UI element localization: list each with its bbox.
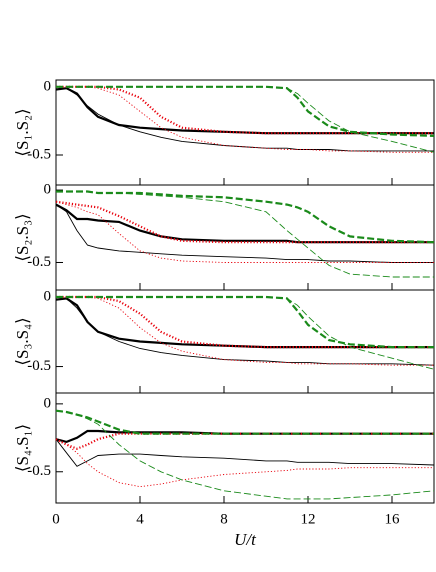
plot-frame (55, 392, 435, 504)
series-line (55, 200, 434, 244)
series-line (55, 410, 435, 500)
y-tick-label: -0.5 (27, 358, 51, 374)
series-line (55, 201, 434, 263)
series-line (55, 438, 434, 488)
x-tick-label: 4 (136, 511, 144, 527)
series-line (56, 85, 434, 135)
series-line (56, 295, 434, 349)
series-line (55, 297, 435, 366)
series-line (56, 296, 434, 366)
x-tick-label: 0 (52, 511, 60, 527)
y-axis-label: ⟨S₂.S₃⟩ (13, 213, 32, 261)
y-tick-label: 0 (44, 182, 52, 198)
series-line (56, 86, 435, 153)
series-line (56, 86, 434, 153)
x-tick-label: 8 (220, 511, 228, 527)
series-line (56, 85, 435, 137)
series-line (55, 409, 434, 435)
series-line (56, 296, 435, 370)
series-line (55, 203, 434, 244)
y-tick-label: -0.5 (27, 146, 51, 162)
series-line (55, 438, 435, 467)
y-tick-label: 0 (44, 288, 52, 304)
x-axis-label: U/t (234, 530, 257, 549)
series-line (55, 297, 434, 349)
series-line (56, 295, 434, 349)
series-line (55, 87, 434, 152)
x-tick-label: 16 (385, 511, 401, 527)
series-line (56, 191, 434, 278)
y-tick-label: -0.5 (27, 254, 51, 270)
y-tick-label: 0 (44, 395, 52, 411)
y-axis-label: ⟨S₃.S₄⟩ (13, 317, 32, 365)
series-line (56, 190, 435, 244)
plot-frame (55, 184, 435, 291)
y-axis-label: ⟨S₁.S₂⟩ (13, 108, 32, 156)
series-line (55, 87, 434, 135)
y-tick-label: -0.5 (27, 463, 51, 479)
series-line (55, 204, 434, 263)
series-line (55, 432, 434, 450)
y-axis-label: ⟨S₄.S₁⟩ (13, 424, 32, 472)
x-tick-label: 12 (301, 511, 316, 527)
y-tick-label: 0 (44, 78, 52, 94)
